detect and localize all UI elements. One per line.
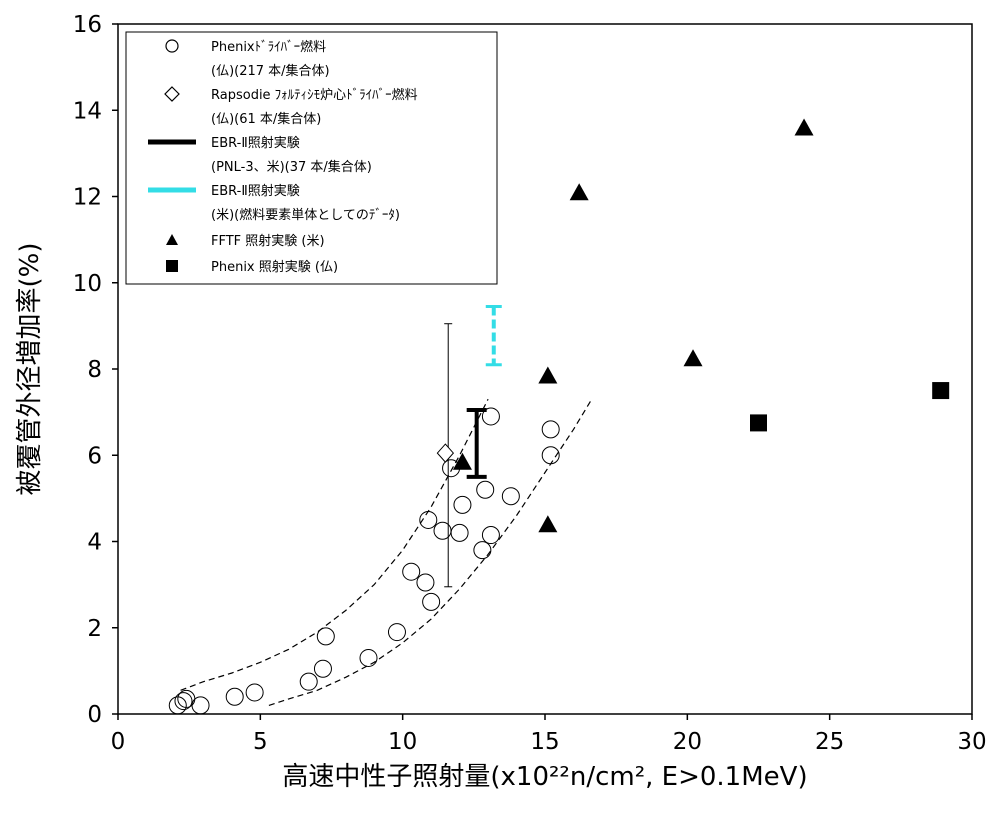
- data-point-circle-open: [225, 687, 244, 706]
- legend-label: Phenixﾄﾞﾗｲﾊﾞｰ燃料: [211, 39, 326, 55]
- data-point-circle-open: [481, 407, 500, 426]
- y-tick-label: 4: [87, 530, 102, 556]
- x-tick-label: 25: [815, 729, 844, 755]
- data-point-circle-open: [422, 592, 441, 611]
- data-point-triangle-filled: [794, 118, 814, 136]
- data-point-circle-open: [299, 672, 318, 691]
- y-tick-label: 6: [87, 443, 102, 469]
- data-point-square-filled: [750, 414, 767, 432]
- x-tick-label: 10: [388, 729, 417, 755]
- legend-marker: [166, 260, 178, 272]
- data-point-circle-open: [541, 420, 560, 439]
- legend-marker: [166, 234, 178, 245]
- legend-label: Rapsodie ﾌｫﾙﾃｨｼﾓ炉心ﾄﾞﾗｲﾊﾞｰ燃料: [211, 87, 418, 103]
- data-point-circle-open: [416, 573, 435, 592]
- data-point-circle-open: [402, 562, 421, 581]
- legend-marker: [164, 86, 180, 102]
- legend-label: Phenix 照射実験 (仏): [211, 259, 338, 275]
- x-axis: 0 5 10 15 20 25 30: [111, 714, 987, 755]
- envelope-curves: [180, 398, 592, 706]
- data-point-circle-open: [473, 541, 492, 560]
- y-axis-title: 被覆管外径増加率(%): [15, 243, 45, 496]
- data-point-circle-open: [245, 683, 264, 702]
- legend-label: EBR-Ⅱ照射実験: [211, 183, 300, 199]
- legend-label: (仏)(61 本/集合体): [211, 111, 321, 127]
- data-point-triangle-filled: [538, 366, 558, 384]
- data-point-circle-open: [481, 526, 500, 545]
- y-axis: 0 2 4 6 8 10 12 14 16: [73, 12, 118, 728]
- data-points: [168, 118, 950, 715]
- x-axis-title: 高速中性子照射量(x10²²n/cm², E>0.1MeV): [282, 762, 807, 792]
- y-tick-label: 0: [87, 702, 102, 728]
- y-tick-label: 10: [73, 271, 102, 297]
- x-tick-label: 0: [111, 729, 126, 755]
- legend-box: [125, 31, 498, 285]
- legend-marker: [165, 39, 179, 53]
- range-bars: [444, 304, 502, 588]
- legend-label: FFTF 照射実験 (米): [211, 233, 325, 249]
- y-tick-label: 14: [73, 98, 102, 124]
- legend-label: EBR-Ⅱ照射実験: [211, 135, 300, 151]
- legend-label: (PNL-3、米)(37 本/集合体): [211, 159, 372, 175]
- data-point-triangle-filled: [569, 183, 589, 201]
- data-point-circle-open: [450, 523, 469, 542]
- data-point-triangle-filled: [452, 452, 472, 470]
- data-point-triangle-filled: [683, 349, 703, 367]
- data-point-circle-open: [387, 623, 406, 642]
- legend-label: (仏)(217 本/集合体): [211, 63, 330, 79]
- data-point-circle-open: [316, 627, 335, 646]
- y-tick-label: 2: [87, 616, 102, 642]
- envelope-line: [180, 398, 489, 691]
- data-point-circle-open: [359, 648, 378, 667]
- data-point-diamond-open: [436, 443, 455, 463]
- x-tick-label: 5: [253, 729, 268, 755]
- envelope-line: [268, 400, 592, 706]
- data-point-triangle-filled: [538, 515, 558, 533]
- x-tick-label: 30: [957, 729, 986, 755]
- data-point-circle-open: [191, 696, 210, 715]
- data-point-circle-open: [541, 446, 560, 465]
- data-point-circle-open: [453, 495, 472, 514]
- data-point-circle-open: [476, 480, 495, 499]
- y-tick-label: 12: [73, 185, 102, 211]
- data-point-circle-open: [501, 487, 520, 506]
- x-tick-label: 15: [530, 729, 559, 755]
- data-point-circle-open: [313, 659, 332, 678]
- legend-label: (米)(燃料要素単体としてのﾃﾞｰﾀ): [211, 207, 400, 223]
- data-point-square-filled: [932, 382, 950, 400]
- data-point-circle-open: [174, 692, 193, 711]
- legend: Phenixﾄﾞﾗｲﾊﾞｰ燃料 (仏)(217 本/集合体) Rapsodie ﾌｫ…: [125, 31, 498, 285]
- data-point-circle-open: [419, 510, 438, 529]
- y-tick-label: 8: [87, 357, 102, 383]
- y-tick-label: 16: [73, 12, 102, 38]
- x-tick-label: 20: [673, 729, 702, 755]
